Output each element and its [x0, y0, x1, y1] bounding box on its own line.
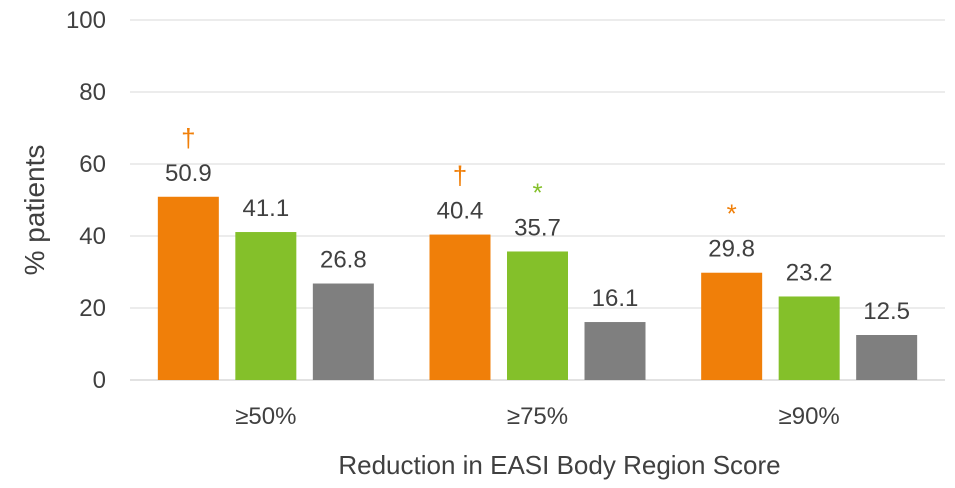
x-tick-label: ≥75%: [507, 403, 568, 430]
data-label: 50.9: [165, 160, 212, 187]
x-axis-ticks: ≥50% ≥75% ≥90%: [235, 403, 840, 430]
data-label: 12.5: [863, 298, 910, 325]
bar: [429, 234, 491, 380]
data-label: 40.4: [437, 198, 484, 225]
bar: [157, 196, 219, 380]
bar: [584, 322, 646, 380]
data-label: 35.7: [514, 214, 561, 241]
data-label: 29.8: [708, 236, 755, 263]
data-label: 16.1: [592, 285, 639, 312]
x-axis-label: Reduction in EASI Body Region Score: [338, 450, 780, 480]
bar: [235, 232, 297, 380]
y-tick-label: 40: [79, 223, 106, 250]
y-tick-label: 60: [79, 151, 106, 178]
bar: [312, 283, 374, 380]
bar: [507, 251, 568, 380]
bar: [856, 335, 918, 380]
data-label: 26.8: [320, 247, 367, 274]
y-axis-ticks: 0 20 40 60 80 100: [66, 7, 106, 394]
bar: [701, 272, 763, 380]
data-label: 41.1: [242, 195, 289, 222]
y-tick-label: 20: [79, 295, 106, 322]
x-tick-label: ≥50%: [235, 403, 296, 430]
significance-marker: *: [532, 177, 542, 207]
bars: [157, 196, 918, 380]
data-labels: 50.9 † 41.1 26.8 40.4 † 35.7 * 16.1 29.8 * 23.2 12.5: [165, 123, 910, 325]
bar: [778, 296, 840, 380]
y-tick-label: 100: [66, 7, 106, 34]
x-tick-label: ≥90%: [779, 403, 840, 430]
significance-marker: *: [727, 199, 737, 229]
y-tick-label: 0: [93, 367, 106, 394]
significance-marker: †: [453, 161, 467, 191]
data-label: 23.2: [786, 259, 833, 286]
y-axis-label: % patients: [19, 145, 50, 276]
significance-marker: †: [181, 123, 195, 153]
y-tick-label: 80: [79, 79, 106, 106]
